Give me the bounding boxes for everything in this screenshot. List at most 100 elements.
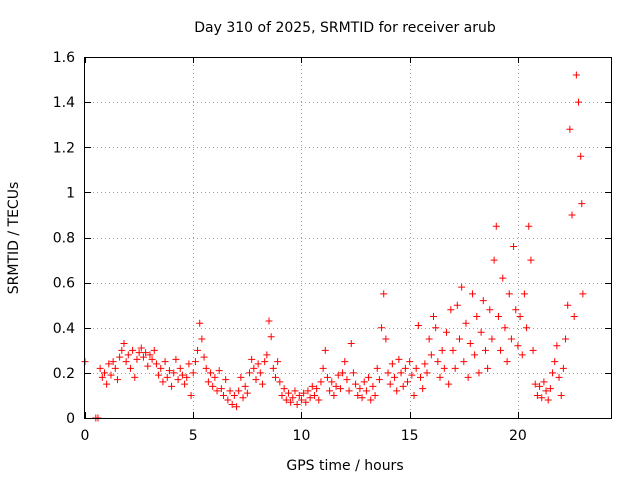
- data-point: [378, 324, 386, 332]
- data-point: [98, 373, 106, 381]
- data-point: [518, 351, 526, 359]
- data-point: [256, 369, 264, 377]
- data-point: [319, 364, 327, 372]
- data-point: [137, 344, 145, 352]
- data-point: [133, 355, 141, 363]
- data-point: [200, 353, 208, 361]
- data-point: [406, 358, 414, 366]
- data-point: [497, 346, 505, 354]
- data-point: [313, 385, 321, 393]
- data-point: [486, 306, 494, 314]
- data-point: [564, 301, 572, 309]
- data-point: [124, 351, 132, 359]
- data-point: [412, 364, 420, 372]
- y-tick-label: 0.2: [53, 366, 75, 382]
- data-point: [148, 355, 156, 363]
- data-point: [230, 391, 238, 399]
- data-point: [414, 321, 422, 329]
- data-point: [492, 222, 500, 230]
- data-point: [226, 387, 234, 395]
- data-point: [419, 385, 427, 393]
- data-point: [183, 373, 191, 381]
- data-point: [222, 376, 230, 384]
- data-point: [391, 373, 399, 381]
- y-tick-label: 0: [66, 411, 75, 427]
- data-point: [304, 387, 312, 395]
- data-point: [308, 382, 316, 390]
- data-point: [321, 346, 329, 354]
- data-point: [207, 369, 215, 377]
- data-point: [388, 360, 396, 368]
- data-point: [152, 360, 160, 368]
- data-point: [135, 349, 143, 357]
- data-point: [300, 389, 308, 397]
- data-point: [579, 290, 587, 298]
- data-point: [150, 346, 158, 354]
- data-point: [126, 364, 134, 372]
- data-point: [174, 376, 182, 384]
- data-point: [109, 358, 117, 366]
- data-point: [111, 364, 119, 372]
- data-point: [176, 364, 184, 372]
- data-point: [365, 373, 373, 381]
- y-tick-label: 0.8: [53, 231, 75, 247]
- data-point: [334, 371, 342, 379]
- data-point: [354, 391, 362, 399]
- data-point: [458, 283, 466, 291]
- data-point: [529, 346, 537, 354]
- data-point: [250, 364, 258, 372]
- x-tick-label: 10: [293, 428, 311, 444]
- data-point: [330, 391, 338, 399]
- data-point: [462, 319, 470, 327]
- data-point: [269, 364, 277, 372]
- y-tick-label: 1.2: [53, 140, 75, 156]
- data-point: [427, 351, 435, 359]
- x-tick-label: 0: [81, 428, 90, 444]
- data-point: [375, 376, 383, 384]
- data-point: [235, 387, 243, 395]
- data-point: [525, 222, 533, 230]
- data-point: [168, 382, 176, 390]
- data-point: [382, 335, 390, 343]
- axis-ticks: [85, 57, 611, 419]
- data-point: [202, 364, 210, 372]
- grid-lines: [85, 57, 611, 418]
- data-point: [282, 396, 290, 404]
- data-point: [258, 380, 266, 388]
- data-point: [233, 403, 241, 411]
- data-point: [159, 378, 167, 386]
- data-point: [274, 358, 282, 366]
- data-point: [146, 351, 154, 359]
- data-point: [302, 398, 310, 406]
- data-point: [118, 346, 126, 354]
- data-point: [352, 380, 360, 388]
- data-point: [397, 369, 405, 377]
- data-point: [505, 290, 513, 298]
- data-point: [287, 398, 295, 406]
- data-point: [542, 387, 550, 395]
- data-point: [267, 333, 275, 341]
- data-point: [451, 364, 459, 372]
- data-point: [395, 355, 403, 363]
- data-point: [466, 340, 474, 348]
- data-point: [488, 335, 496, 343]
- data-point: [96, 364, 104, 372]
- data-point: [566, 125, 574, 133]
- data-point: [228, 400, 236, 408]
- data-point: [477, 328, 485, 336]
- data-point: [501, 324, 509, 332]
- data-point: [432, 324, 440, 332]
- data-point: [562, 335, 570, 343]
- data-point: [289, 394, 297, 402]
- x-tick-label: 20: [509, 428, 527, 444]
- data-point: [460, 358, 468, 366]
- chart-title: Day 310 of 2025, SRMTID for receiver aru…: [194, 20, 496, 36]
- data-point: [217, 385, 225, 393]
- data-point: [572, 71, 580, 79]
- data-point: [455, 335, 463, 343]
- data-point: [306, 394, 314, 402]
- data-point: [421, 360, 429, 368]
- data-point: [276, 378, 284, 386]
- data-point: [471, 351, 479, 359]
- data-point: [155, 371, 163, 379]
